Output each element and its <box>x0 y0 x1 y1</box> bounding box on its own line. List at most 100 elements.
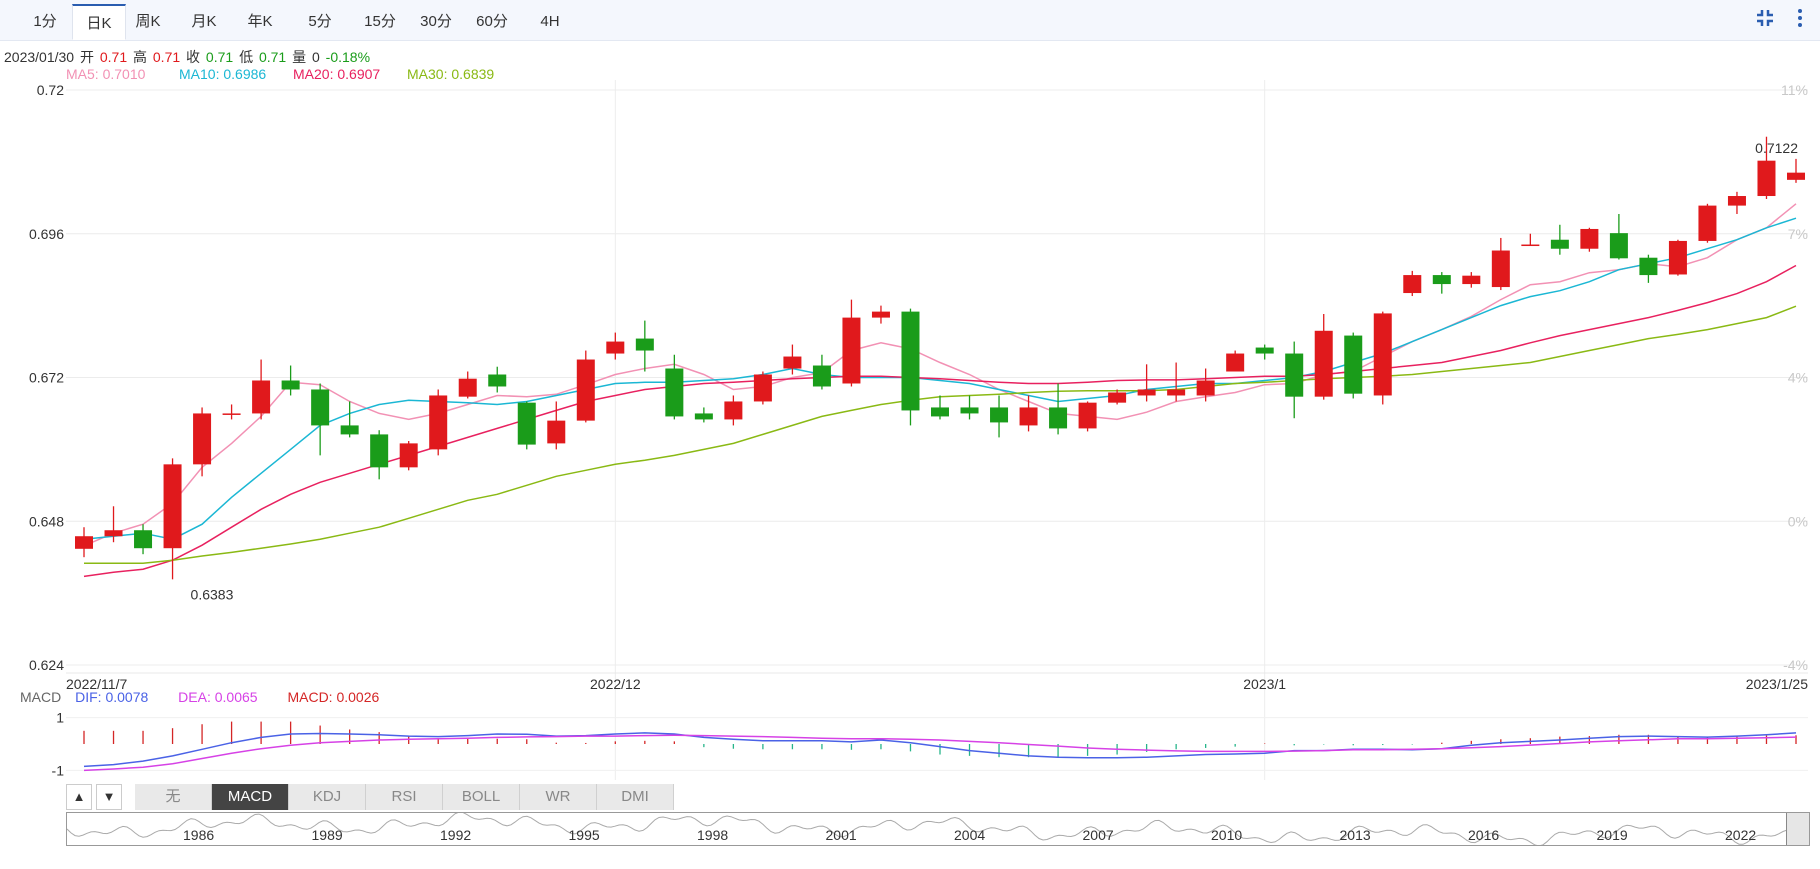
candle <box>576 350 595 423</box>
navigator-year: 2001 <box>825 827 857 843</box>
candle-body <box>547 420 566 444</box>
indicator-tab-3[interactable]: RSI <box>366 784 443 810</box>
price-chart[interactable]: 0.72 0.696 0.672 0.648 0.624 11% 7% 4% 0% -4% 20… <box>0 0 1820 790</box>
indicator-tab-4[interactable]: BOLL <box>443 784 520 810</box>
indicator-tab-0[interactable]: 无 <box>135 784 212 810</box>
candle <box>1285 341 1304 419</box>
scroll-down-button[interactable]: ▼ <box>96 784 122 810</box>
candle <box>783 344 802 375</box>
candle <box>222 404 241 420</box>
candle <box>1049 383 1068 435</box>
compress-icon[interactable] <box>1752 6 1778 32</box>
candle-body <box>340 425 359 435</box>
tab-5[interactable]: 5分 <box>308 13 332 30</box>
range-navigator[interactable]: 1986 1989 1992 1995 1998 2001 2004 2007 2010 2013… <box>66 812 1810 846</box>
candle-body <box>193 413 212 465</box>
navigator-handle[interactable] <box>1786 813 1809 845</box>
candle-body <box>1403 275 1422 294</box>
candle <box>340 401 359 438</box>
candle-body <box>842 317 861 384</box>
candle-body <box>1521 244 1540 247</box>
navigator-year: 1992 <box>440 827 472 843</box>
candle <box>547 401 566 450</box>
tab-3[interactable]: 月K <box>191 13 217 30</box>
candle <box>1226 350 1245 372</box>
candle <box>488 366 507 393</box>
ohlc-info: 2023/01/30 开 0.71 高 0.71 收 0.71 低 0.71 量… <box>4 47 372 67</box>
candle <box>75 527 93 558</box>
candle <box>635 320 654 372</box>
y-right-tick-label: -4% <box>1783 657 1808 673</box>
indicator-tab-1[interactable]: MACD <box>212 784 289 810</box>
candle-body <box>1787 172 1805 180</box>
ma-line-ma10 <box>83 217 1797 540</box>
candle-body <box>960 407 979 414</box>
candle-body <box>1314 330 1333 397</box>
candle <box>104 506 123 543</box>
macd-legend-macd: MACD: 0.0026 <box>287 689 380 705</box>
candle-body <box>1226 353 1245 372</box>
indicator-tab-6[interactable]: DMI <box>597 784 674 810</box>
info-change: -0.18% <box>325 49 371 65</box>
candle-body <box>1108 392 1127 403</box>
tab-8[interactable]: 60分 <box>476 13 508 30</box>
candle <box>1757 136 1776 200</box>
candle-body <box>370 434 389 468</box>
max-price-label: 0.7122 <box>1755 140 1798 156</box>
candle-body <box>1432 275 1451 285</box>
candle <box>370 430 389 480</box>
dea-line <box>83 734 1797 772</box>
tab-7[interactable]: 30分 <box>420 13 452 30</box>
macd-y-tick-label: -1 <box>52 762 65 778</box>
navigator-year: 2013 <box>1339 827 1371 843</box>
candle <box>1196 368 1215 402</box>
more-vertical-icon[interactable] <box>1787 6 1813 32</box>
candle-body <box>488 374 507 387</box>
candle <box>193 407 212 477</box>
ma-legend-ma10: MA10: 0.6986 <box>179 66 267 82</box>
macd-legend-dif: DIF: 0.0078 <box>75 689 149 705</box>
candle-body <box>1049 407 1068 429</box>
candle <box>134 524 153 555</box>
indicator-tab-2[interactable]: KDJ <box>289 784 366 810</box>
info-high-label: 高 <box>133 49 147 65</box>
candle <box>842 299 861 387</box>
candle-body <box>252 380 271 414</box>
tab-0[interactable]: 1分 <box>33 13 57 30</box>
candle-body <box>871 311 890 318</box>
y-right-tick-label: 0% <box>1788 513 1808 529</box>
y-right-tick-label: 7% <box>1788 226 1808 242</box>
macd-panel: 1 -1 <box>52 710 1808 778</box>
navigator-year: 1989 <box>311 827 343 843</box>
tab-1[interactable]: 日K <box>72 4 126 40</box>
tab-4[interactable]: 年K <box>247 13 273 30</box>
candle-body <box>783 356 802 369</box>
tab-6[interactable]: 15分 <box>364 13 396 30</box>
navigator-year: 2022 <box>1725 827 1757 843</box>
macd-legend-dea: DEA: 0.0065 <box>178 689 258 705</box>
candle-body <box>104 530 123 537</box>
candle <box>606 332 625 360</box>
candle-body <box>1698 205 1717 241</box>
scroll-up-button[interactable]: ▲ <box>66 784 92 810</box>
indicator-tab-5[interactable]: WR <box>520 784 597 810</box>
candle <box>311 383 330 456</box>
candle <box>871 305 890 324</box>
candle-body <box>1639 257 1658 276</box>
candle-body <box>753 374 772 402</box>
candle <box>1403 270 1422 297</box>
candle-body <box>1167 389 1186 396</box>
candle-body <box>901 311 920 411</box>
candle <box>990 395 1009 438</box>
candle <box>1167 362 1186 402</box>
candle <box>252 359 271 420</box>
tab-9[interactable]: 4H <box>540 13 560 30</box>
y-tick-label: 0.72 <box>37 82 64 98</box>
candle <box>1580 227 1599 252</box>
candle-body <box>1344 335 1363 394</box>
tab-2[interactable]: 周K <box>135 13 161 30</box>
candle-body <box>311 389 330 426</box>
ma-legend-ma30: MA30: 0.6839 <box>407 66 495 82</box>
candle-body <box>931 407 949 417</box>
x-tick-label: 2023/1 <box>1243 676 1286 692</box>
